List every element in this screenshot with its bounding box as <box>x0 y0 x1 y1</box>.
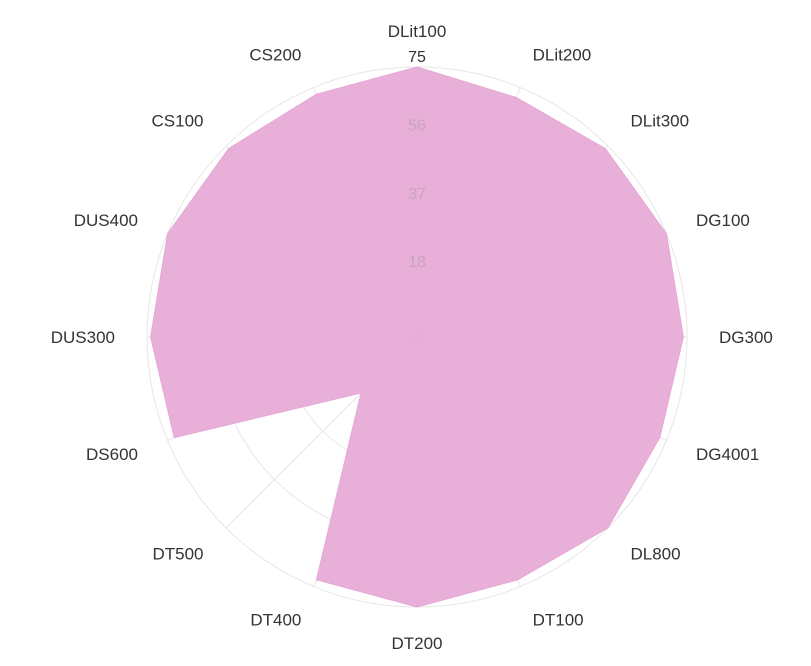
radar-point <box>416 66 418 68</box>
axis-label: DUS300 <box>51 328 115 347</box>
radar-point <box>682 336 684 338</box>
radar-point <box>416 606 418 608</box>
axis-label: DG4001 <box>696 445 759 464</box>
axis-label: DLit100 <box>388 22 447 41</box>
radar-point <box>360 392 362 394</box>
radar-point <box>315 93 317 95</box>
radar-series-area <box>150 66 684 608</box>
radar-point <box>659 437 661 439</box>
radar-point <box>607 527 609 529</box>
radar-point <box>604 148 606 150</box>
axis-label: DUS400 <box>74 211 138 230</box>
radar-point <box>515 97 517 99</box>
tick-label: 18 <box>408 254 426 271</box>
tick-label: 56 <box>408 117 426 134</box>
radar-axis-labels: DLit100 DLit200 DLit300 DG100 DG300 DG4001 DL8… <box>51 22 773 653</box>
axis-label: DLit200 <box>533 45 592 64</box>
tick-label: 37 <box>408 186 426 203</box>
axis-label: DL800 <box>631 544 681 563</box>
radar-series-layer <box>150 66 684 608</box>
radar-point <box>167 233 169 235</box>
axis-label: DG100 <box>696 211 750 230</box>
axis-label: DS600 <box>86 445 138 464</box>
tick-label: 75 <box>408 49 426 66</box>
axis-label: DLit300 <box>631 112 690 131</box>
radar-tick-labels: 75 56 37 18 <box>408 49 426 271</box>
radar-point <box>315 579 317 581</box>
axis-label: CS100 <box>152 112 204 131</box>
axis-label: DT500 <box>152 544 203 563</box>
radar-point <box>665 233 667 235</box>
radar-point <box>228 148 230 150</box>
axis-label: DT100 <box>533 611 584 630</box>
radar-point <box>173 437 175 439</box>
axis-label: DG300 <box>719 328 773 347</box>
radar-point <box>150 336 152 338</box>
axis-label: DT200 <box>391 634 442 653</box>
radar-point <box>517 579 519 581</box>
axis-label: CS200 <box>249 45 301 64</box>
axis-label: DT400 <box>250 611 301 630</box>
